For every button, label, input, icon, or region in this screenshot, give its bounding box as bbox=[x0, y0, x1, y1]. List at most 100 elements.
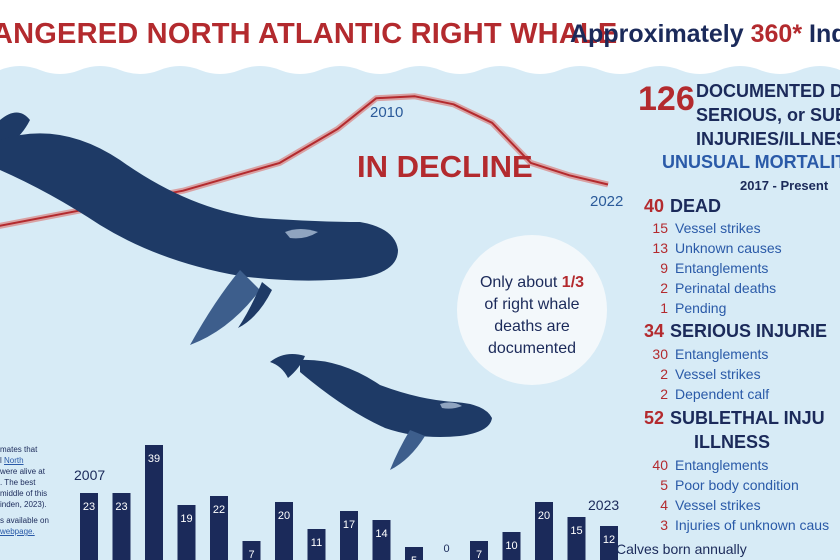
calves-bar-value-label: 11 bbox=[311, 537, 322, 549]
calves-bar bbox=[145, 445, 163, 560]
calves-bar bbox=[307, 529, 326, 560]
calves-bar bbox=[470, 541, 488, 560]
footnote-line: inden, 2023). bbox=[0, 500, 47, 509]
group-sublethal: 52 SUBLETHAL INJU bbox=[640, 408, 825, 429]
calves-bar-value-label: 20 bbox=[538, 510, 550, 522]
calves-bar bbox=[535, 502, 553, 560]
footnote-line: middle of this bbox=[0, 489, 48, 498]
large-whale-illustration bbox=[0, 112, 398, 345]
calves-bar-value-label: 23 bbox=[115, 501, 127, 513]
small-whale-tail-fluke bbox=[270, 354, 305, 378]
item-label: Vessel strikes bbox=[675, 366, 761, 382]
trend-year-end: 2022 bbox=[590, 193, 624, 210]
item-count: 13 bbox=[652, 240, 668, 256]
item-count: 9 bbox=[660, 260, 668, 276]
callout-line3: deaths are bbox=[494, 318, 570, 335]
calves-bar-value-label: 0 bbox=[443, 543, 449, 555]
item-count: 3 bbox=[660, 517, 668, 533]
callout-text: Only about 1/3 of right whale deaths are… bbox=[462, 272, 602, 360]
calves-last-year: 2023 bbox=[588, 497, 620, 513]
calves-bar bbox=[177, 505, 196, 560]
ume-total-label: DOCUMENTED DE SERIOUS, or SUB INJURIES/I… bbox=[696, 81, 840, 149]
trend-year-start: 2010 bbox=[370, 104, 404, 121]
footnote-webpage-link[interactable]: webpage. bbox=[0, 527, 35, 536]
group-dead: 40 DEAD bbox=[640, 196, 721, 217]
item-count: 4 bbox=[660, 497, 668, 513]
calves-first-year: 2007 bbox=[74, 467, 106, 483]
dead-item: 1 Pending bbox=[646, 300, 726, 316]
page-title: ANGERED NORTH ATLANTIC RIGHT WHALE bbox=[0, 18, 618, 50]
sublethal-item: 4 Vessel strikes bbox=[646, 497, 761, 513]
callout-line2: of right whale bbox=[484, 296, 580, 313]
population-prefix: Approximately bbox=[570, 20, 744, 48]
sublethal-item: 3 Injuries of unknown caus bbox=[646, 517, 829, 533]
item-count: 2 bbox=[660, 366, 668, 382]
calves-bar-value-label: 7 bbox=[476, 549, 482, 560]
population-suffix: Indiv bbox=[809, 20, 840, 48]
item-label: Dependent calf bbox=[675, 386, 770, 402]
item-label: Vessel strikes bbox=[675, 497, 761, 513]
large-whale-body bbox=[0, 133, 398, 281]
serious-item: 2 Dependent calf bbox=[646, 386, 769, 402]
sublethal-item: 5 Poor body condition bbox=[646, 477, 799, 493]
calves-bar-value-label: 20 bbox=[278, 510, 290, 522]
ocean-background bbox=[0, 66, 840, 560]
small-whale-flipper bbox=[390, 430, 425, 470]
calves-bar bbox=[112, 493, 131, 560]
calves-bar-value-label: 10 bbox=[505, 540, 517, 552]
small-whale-illustration bbox=[270, 354, 492, 470]
calves-bar-value-label: 19 bbox=[180, 513, 192, 525]
calves-bar bbox=[340, 511, 358, 560]
ume-title: UNUSUAL MORTALITY bbox=[662, 152, 840, 172]
group-dead-label: DEAD bbox=[670, 196, 722, 216]
trend-label: IN DECLINE bbox=[357, 149, 533, 184]
callout-line1: Only about bbox=[479, 274, 558, 291]
small-whale-head-callosity bbox=[440, 402, 462, 409]
item-count: 30 bbox=[652, 346, 668, 362]
footnote: mates that l North were alive at . The b… bbox=[0, 444, 70, 537]
group-serious-injuries: 34 SERIOUS INJURIE bbox=[640, 321, 827, 342]
dead-item: 13 Unknown causes bbox=[646, 240, 781, 256]
item-label: Perinatal deaths bbox=[675, 280, 777, 296]
item-label: Injuries of unknown caus bbox=[675, 517, 830, 533]
large-whale-head-callosity bbox=[285, 229, 318, 239]
population-number: 360* bbox=[750, 20, 803, 48]
item-count: 5 bbox=[660, 477, 668, 493]
calves-bar-chart: 23 23 39 19 22 7 20 11 17 14 5 0 7 10 20 15 12 bbox=[80, 445, 618, 560]
calves-bar bbox=[405, 547, 423, 560]
item-label: Pending bbox=[675, 300, 727, 316]
footnote-link[interactable]: North bbox=[4, 456, 24, 465]
calves-bar bbox=[502, 532, 521, 560]
footnote-line: l North bbox=[0, 456, 24, 465]
population-estimate: Approximately 360* Indiv bbox=[570, 20, 840, 49]
group-sublethal-label2: ILLNESS bbox=[694, 432, 771, 452]
callout-circle bbox=[457, 235, 607, 385]
calves-bar bbox=[80, 493, 98, 560]
dead-item: 2 Perinatal deaths bbox=[646, 280, 776, 296]
group-serious-count: 34 bbox=[643, 321, 664, 341]
item-count: 15 bbox=[652, 220, 668, 236]
ume-total: 126 bbox=[638, 80, 695, 118]
dead-item: 9 Entanglements bbox=[646, 260, 768, 276]
item-label: Poor body condition bbox=[675, 477, 799, 493]
calves-bar-value-label: 15 bbox=[570, 525, 582, 537]
calves-bar-value-label: 5 bbox=[411, 555, 417, 560]
calves-bar-value-label: 39 bbox=[148, 453, 160, 465]
footnote-line: mates that bbox=[0, 445, 38, 454]
calves-bar bbox=[600, 526, 618, 560]
item-label: Entanglements bbox=[675, 346, 769, 362]
callout-line4: documented bbox=[487, 340, 577, 357]
calves-bar-value-label: 22 bbox=[213, 504, 225, 516]
item-label: Entanglements bbox=[675, 457, 769, 473]
callout-fraction: 1/3 bbox=[561, 274, 585, 291]
item-count: 40 bbox=[652, 457, 668, 473]
item-label: Entanglements bbox=[675, 260, 769, 276]
calves-bar-value-label: 12 bbox=[603, 534, 615, 546]
serious-item: 2 Vessel strikes bbox=[646, 366, 761, 382]
calves-label: Calves born annually bbox=[616, 541, 747, 557]
calves-bar-value-label: 14 bbox=[375, 528, 387, 540]
group-sublethal-label: SUBLETHAL INJU bbox=[670, 408, 825, 428]
footnote-line: were alive at bbox=[0, 467, 45, 476]
large-whale-flipper bbox=[190, 270, 260, 345]
